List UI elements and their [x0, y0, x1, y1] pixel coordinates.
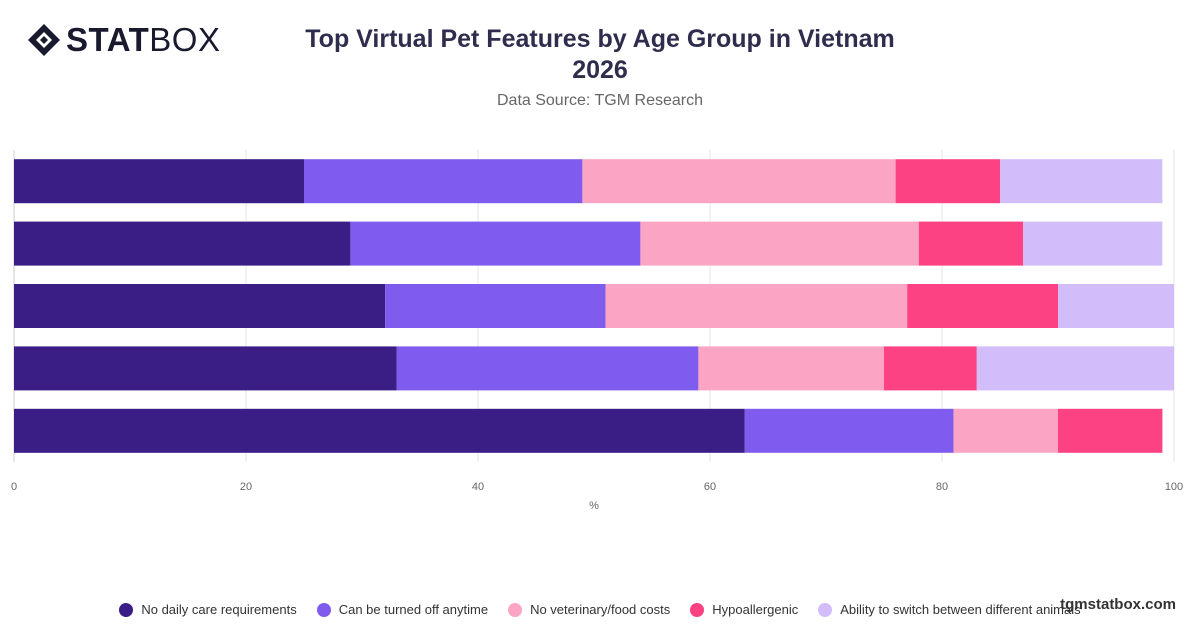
x-tick-label: 60: [704, 481, 716, 493]
bar-segment: [14, 284, 386, 328]
x-tick-label: 40: [472, 481, 484, 493]
bar-segment: [14, 221, 351, 266]
bar-segment: [953, 408, 1058, 453]
x-axis-label: %: [589, 500, 599, 512]
chart-subtitle: Data Source: TGM Research: [496, 92, 703, 109]
legend-label: No daily care requirements: [141, 602, 297, 617]
bar-segment: [918, 221, 1024, 266]
bar-segment: [884, 346, 977, 391]
chart-title: Top Virtual Pet Features by Age Group in…: [305, 25, 895, 84]
bar-segment: [14, 159, 304, 204]
bar-segment: [744, 408, 954, 453]
legend-swatch: [818, 602, 833, 617]
brand-name: STATBOX: [66, 22, 220, 58]
x-tick-label: 100: [1165, 481, 1183, 493]
legend-item[interactable]: Ability to switch between different anim…: [818, 602, 1081, 617]
bar-segment: [396, 346, 699, 391]
bar-segment: [698, 346, 884, 391]
bar-segment: [582, 159, 896, 204]
legend-label: Can be turned off anytime: [338, 602, 489, 617]
bar-segment: [907, 284, 1058, 328]
legend-swatch: [508, 602, 523, 617]
bar-segment: [1023, 221, 1163, 266]
chart-legend: No daily care requirements Can be turned …: [0, 602, 1200, 617]
bar-segment: [304, 159, 583, 204]
brand-name-bold: STAT: [66, 21, 150, 58]
legend-swatch: [316, 602, 331, 617]
x-tick-label: 20: [240, 481, 252, 493]
bar-segment: [350, 221, 641, 266]
bar-segment: [14, 408, 745, 453]
bar-segment: [1058, 408, 1163, 453]
diamond-logo-icon: [28, 24, 60, 56]
bar-segment: [605, 284, 908, 328]
legend-swatch: [690, 602, 705, 617]
x-tick-label: 0: [11, 481, 17, 493]
bar-segment: [1058, 284, 1174, 328]
legend-swatch: [119, 602, 134, 617]
stacked-bar-chart: 0 20 40 60 80 100%: [11, 150, 1183, 512]
x-tick-label: 80: [936, 481, 948, 493]
legend-label: Ability to switch between different anim…: [840, 602, 1081, 617]
bar-segment: [385, 284, 606, 328]
legend-item[interactable]: No veterinary/food costs: [508, 602, 670, 617]
legend-item[interactable]: No daily care requirements: [119, 602, 297, 617]
bar-segment: [14, 346, 397, 391]
legend-label: Hypoallergenic: [712, 602, 799, 617]
bar-segment: [640, 221, 919, 266]
legend-item[interactable]: Can be turned off anytime: [316, 602, 489, 617]
bar-segment: [976, 346, 1174, 391]
bar-segment: [1000, 159, 1163, 204]
watermark: tgmstatbox.com: [1060, 596, 1176, 613]
brand-name-light: BOX: [149, 21, 221, 58]
legend-item[interactable]: Hypoallergenic: [690, 602, 798, 617]
legend-label: No veterinary/food costs: [530, 602, 671, 617]
brand-logo: STATBOX: [26, 22, 220, 58]
bar-segment: [895, 159, 1000, 204]
